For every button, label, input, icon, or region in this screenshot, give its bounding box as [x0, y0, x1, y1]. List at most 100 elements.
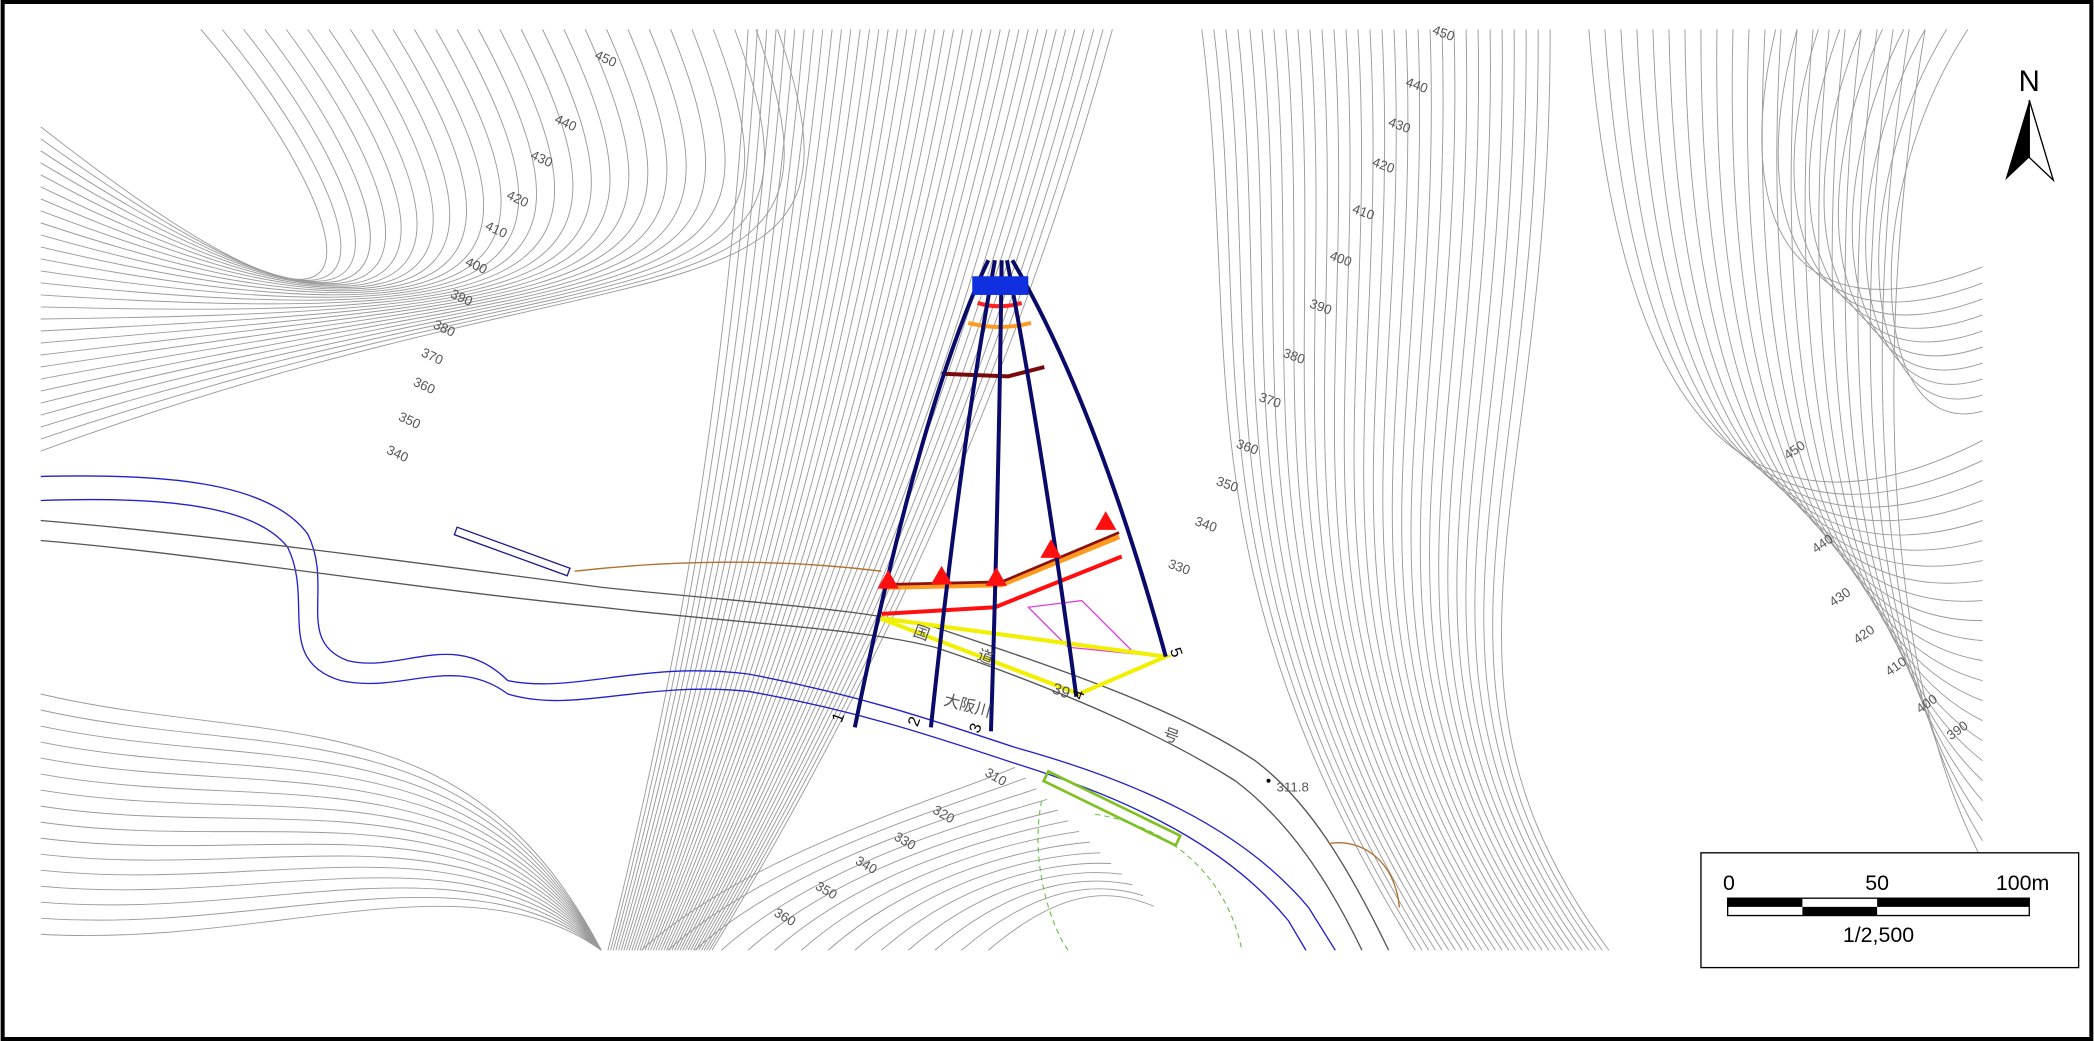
contour [628, 29, 824, 951]
marker [1095, 511, 1117, 530]
contour [667, 777, 1026, 951]
contour [827, 841, 1090, 951]
profile-line [988, 260, 1004, 732]
markers [877, 511, 1117, 589]
contour [40, 29, 687, 380]
contour [1878, 29, 1983, 400]
contour [1793, 29, 1983, 316]
contour [1731, 29, 1983, 622]
contour [40, 29, 328, 280]
contour [647, 29, 889, 951]
contour [615, 29, 777, 951]
contour [620, 29, 796, 951]
contour [1893, 29, 1983, 862]
contour [1857, 29, 1983, 802]
facility [1041, 769, 1183, 848]
contour [1746, 29, 1983, 642]
contour [1225, 29, 1430, 951]
profile-line [852, 259, 991, 728]
contour [40, 29, 451, 290]
contour [40, 29, 706, 392]
contour-label: 350 [1214, 473, 1240, 495]
slope-edge [574, 561, 882, 572]
contour [40, 896, 602, 951]
road-label: 道 [975, 646, 996, 668]
scale-ratio: 1/2,500 [1843, 923, 1914, 947]
contour [644, 29, 880, 951]
contour [40, 29, 356, 282]
contour-label: 410 [1350, 201, 1376, 223]
contour [1391, 29, 1530, 951]
contour [40, 29, 668, 368]
contour-label: 450 [1431, 22, 1457, 44]
contour [40, 741, 602, 951]
contour [660, 29, 936, 951]
river [40, 475, 1336, 951]
contour [1201, 29, 1416, 951]
contour [1865, 29, 1983, 385]
contour [1838, 29, 1983, 357]
contour [1273, 29, 1456, 951]
contour-label: 360 [1234, 436, 1260, 458]
contour [1890, 29, 1983, 415]
hazard-zone [878, 615, 1174, 697]
contour [40, 29, 434, 288]
contour [721, 798, 1048, 951]
contour [1343, 29, 1496, 951]
contour-label: 440 [1404, 74, 1430, 96]
contour [40, 866, 602, 951]
north-arrow [2005, 100, 2030, 181]
contour [774, 820, 1069, 951]
contour [40, 837, 602, 951]
source-marker [972, 276, 1029, 295]
scale-segment [1802, 906, 1878, 916]
contour [40, 709, 602, 951]
road-label: 国 [911, 623, 932, 644]
contour [40, 29, 502, 296]
contour [610, 29, 758, 951]
contour [1684, 29, 1983, 567]
contour [1363, 29, 1510, 951]
contour [1790, 29, 1983, 702]
contour [639, 29, 861, 951]
contour [700, 29, 1076, 951]
contour-label: 430 [1387, 114, 1413, 136]
contour [1588, 29, 1983, 483]
contour [1652, 29, 1983, 536]
contour [1447, 29, 1570, 951]
contour [40, 887, 602, 951]
contour [650, 29, 898, 951]
contour-label: 380 [1281, 345, 1307, 367]
contour-label: 390 [1308, 296, 1334, 318]
contour [1213, 29, 1423, 951]
contour [1808, 29, 1983, 329]
contour [706, 29, 1095, 951]
contour [1761, 29, 1983, 662]
contour [618, 29, 786, 951]
contour [684, 29, 1020, 951]
contour [668, 29, 964, 951]
contours [40, 29, 1983, 951]
contour [40, 29, 805, 452]
contour [40, 29, 630, 344]
marker [877, 569, 899, 589]
structure [453, 526, 571, 577]
contour [708, 29, 1104, 951]
contour [907, 872, 1122, 951]
contour [1777, 29, 1983, 303]
contour [40, 29, 468, 292]
profile-line [1010, 259, 1168, 658]
scale-label: 0 [1723, 871, 1735, 895]
marker [930, 565, 953, 585]
contour [1851, 29, 1983, 371]
contour [636, 29, 852, 951]
contour [642, 29, 870, 951]
contour [40, 29, 649, 356]
contour [1823, 29, 1983, 343]
contour [854, 852, 1101, 951]
contour [1382, 29, 1523, 951]
contour [676, 29, 992, 951]
contour [666, 29, 955, 951]
contour [40, 877, 602, 951]
